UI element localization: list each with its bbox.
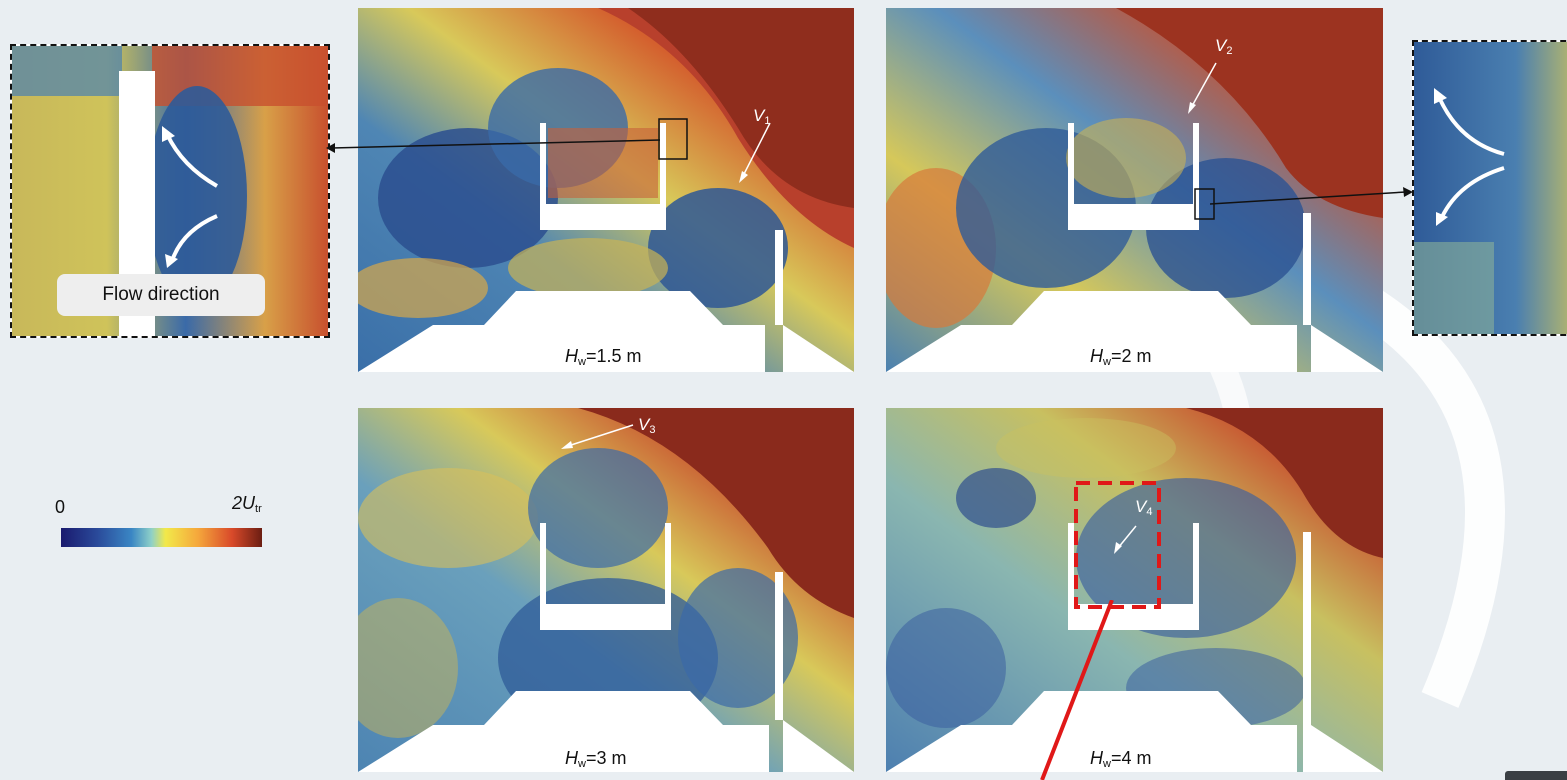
velocity-field-1 bbox=[358, 8, 854, 372]
connector-right bbox=[1210, 187, 1413, 205]
curved-arrow-up-icon bbox=[1437, 96, 1505, 156]
flow-direction-caption: Flow direction bbox=[57, 274, 265, 316]
pointer-arrow-icon bbox=[742, 122, 771, 177]
panel-label-3: Hw=3 m bbox=[565, 748, 627, 770]
pointer-arrow-icon bbox=[567, 424, 634, 447]
velocity-field-3 bbox=[358, 408, 854, 772]
colorbar-max-label: 2Utr bbox=[232, 493, 262, 515]
flow-panel-hw-2 bbox=[886, 8, 1383, 372]
velocity-field-4 bbox=[886, 408, 1383, 772]
colorbar-min-label: 0 bbox=[55, 497, 66, 517]
vortex-label-2: V2 bbox=[1215, 36, 1233, 57]
inset-left-zoom: Flow direction bbox=[10, 44, 330, 338]
curved-arrow-up-icon bbox=[165, 133, 218, 188]
inset-right-zoom bbox=[1412, 40, 1567, 336]
colorbar bbox=[61, 528, 262, 547]
vortex-label-4: V4 bbox=[1135, 497, 1153, 518]
panel-label-1: Hw=1.5 m bbox=[565, 346, 642, 368]
flow-panel-hw-3 bbox=[358, 408, 854, 772]
inset-right-field bbox=[1414, 42, 1567, 334]
red-leader-line bbox=[1040, 600, 1114, 780]
curved-arrow-down-icon bbox=[170, 214, 218, 262]
flow-panel-hw-4 bbox=[886, 408, 1383, 772]
pointer-arrow-icon bbox=[1190, 62, 1217, 109]
panel-label-2: Hw=2 m bbox=[1090, 346, 1152, 368]
corner-control[interactable] bbox=[1505, 771, 1567, 780]
pointer-arrow-icon bbox=[1117, 525, 1137, 549]
panel-label-4: Hw=4 m bbox=[1090, 748, 1152, 770]
vortex-label-3: V3 bbox=[638, 415, 656, 436]
vortex-label-1: V1 bbox=[753, 106, 771, 127]
connector-left bbox=[326, 139, 661, 153]
velocity-field-2 bbox=[886, 8, 1383, 372]
curved-arrow-down-icon bbox=[1440, 166, 1505, 218]
flow-panel-hw-1-5 bbox=[358, 8, 854, 372]
